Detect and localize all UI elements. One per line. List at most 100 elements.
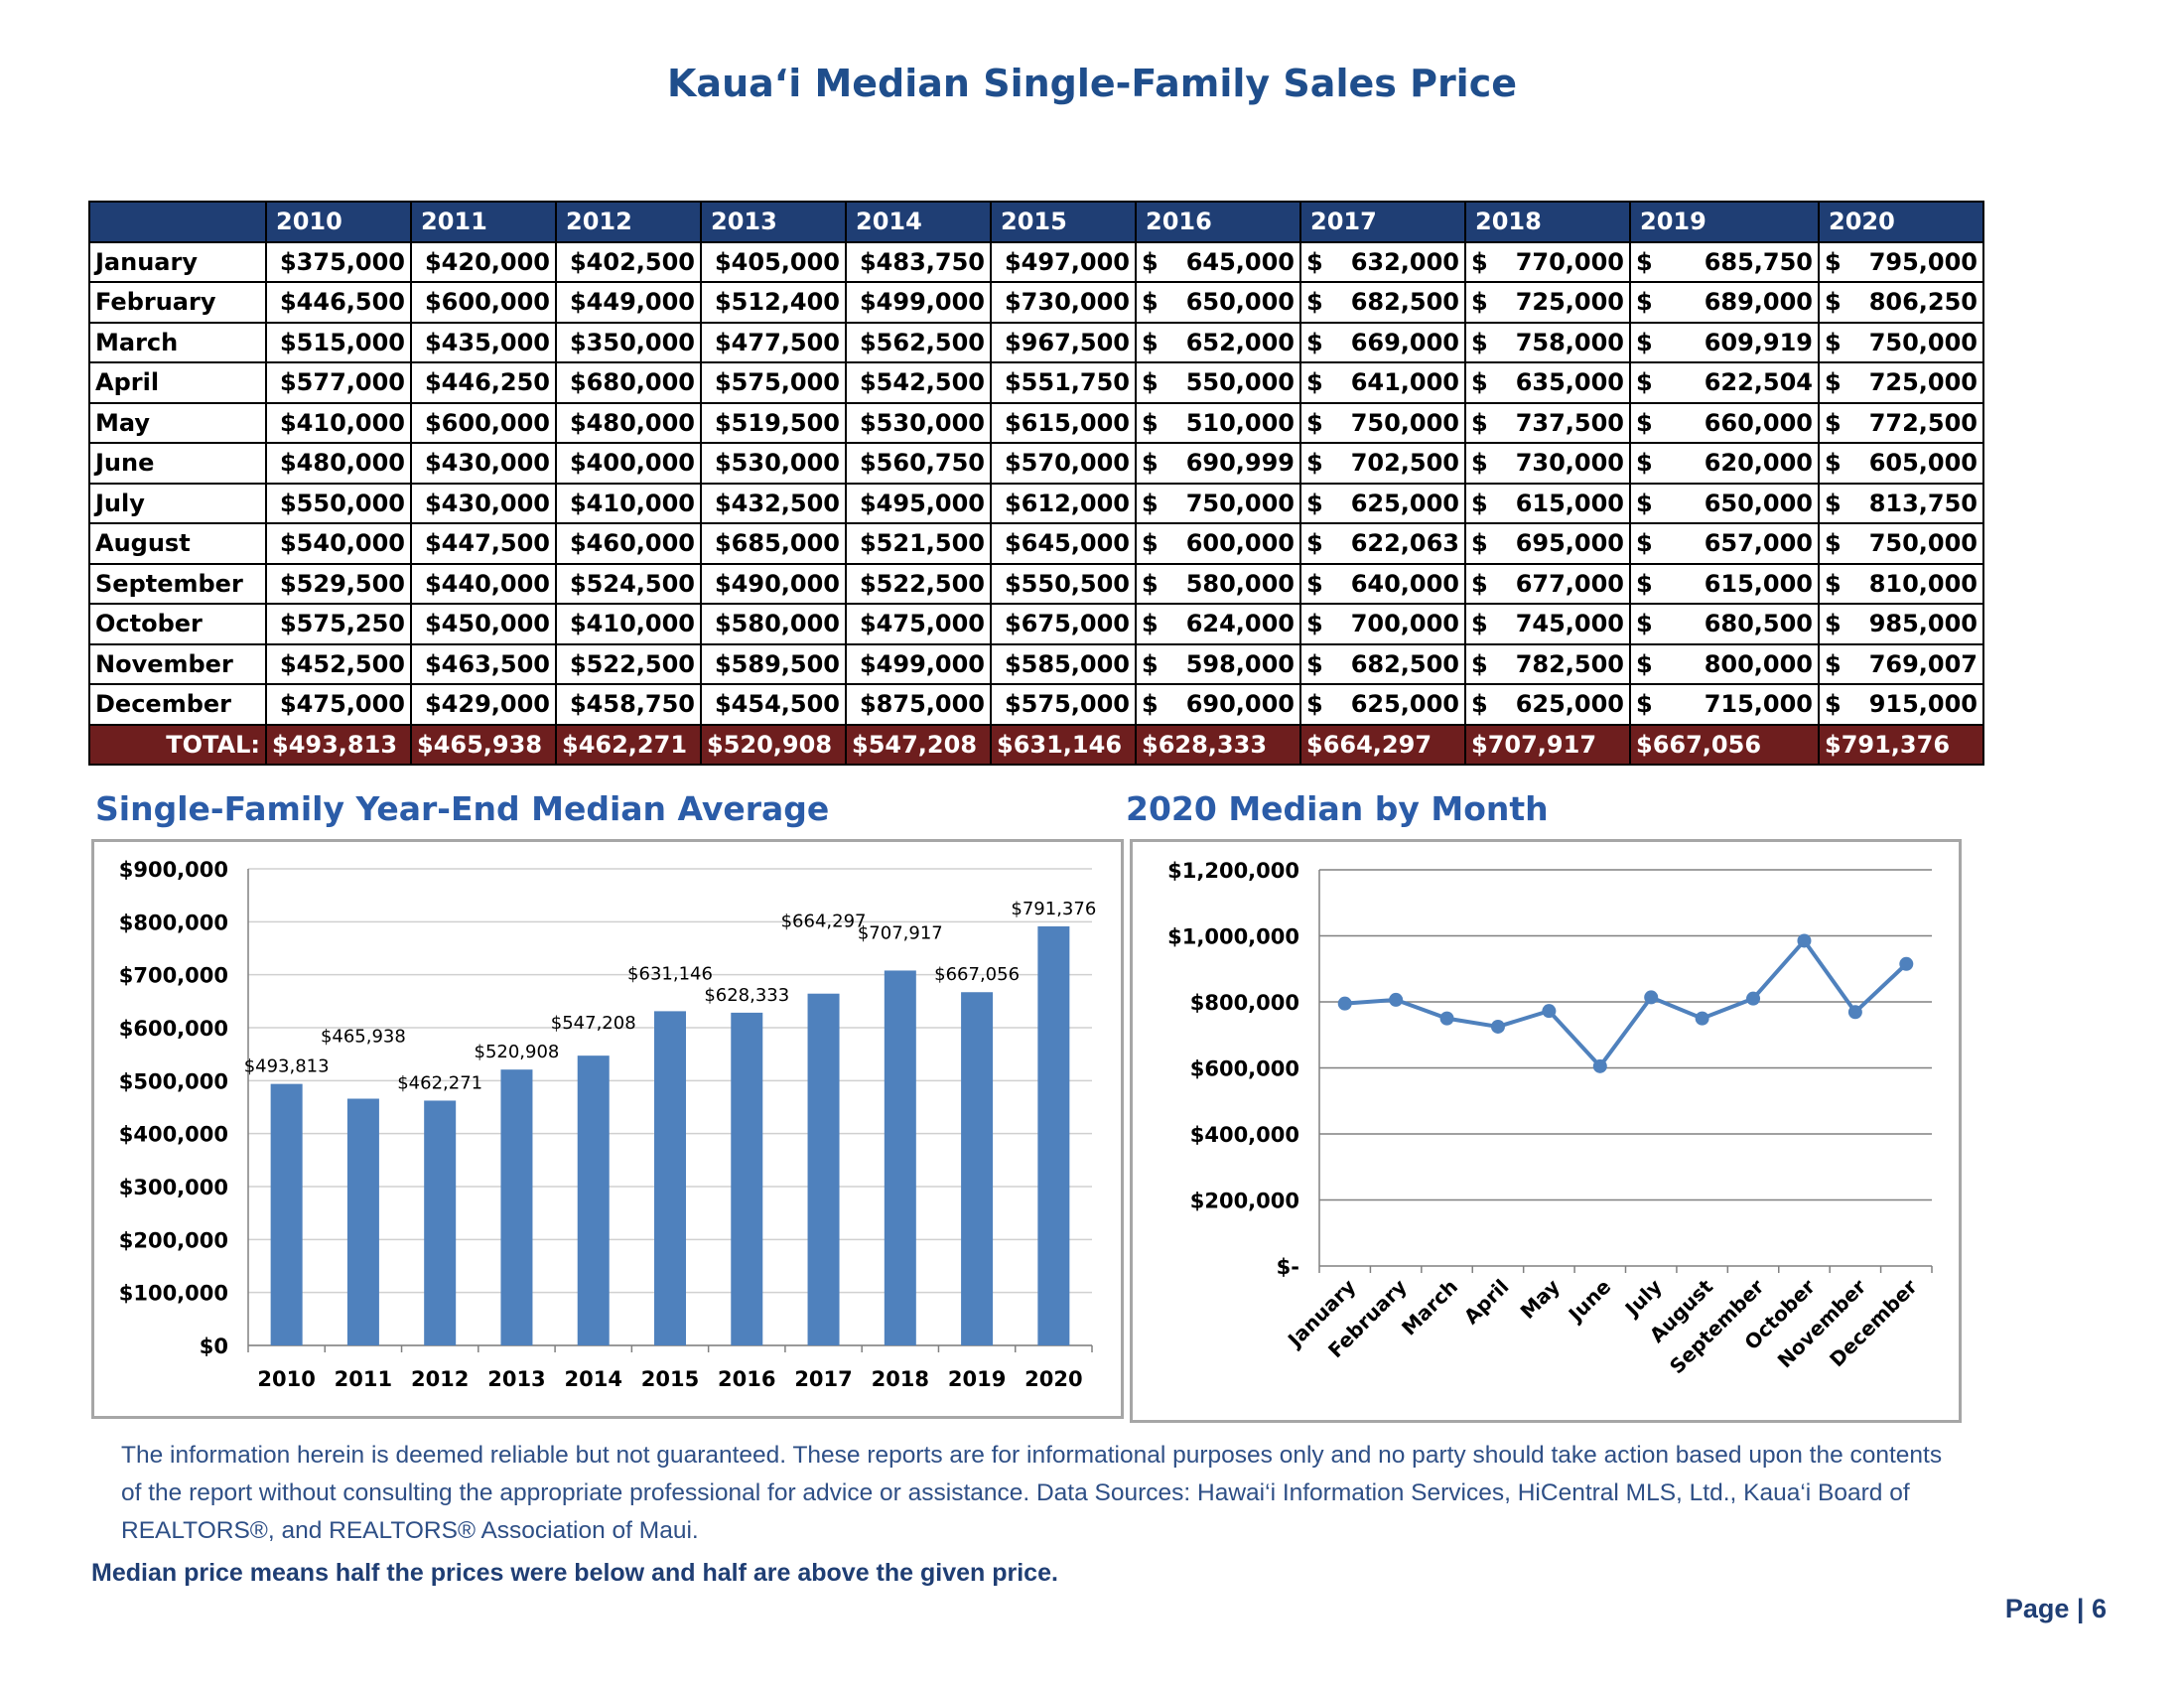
- currency-symbol: $: [1471, 368, 1488, 397]
- currency-symbol: $: [1471, 569, 1488, 598]
- currency-symbol: $: [1825, 529, 1842, 558]
- table-cell: $452,500: [265, 642, 412, 685]
- cell-value: 640,000: [1350, 569, 1459, 598]
- table-cell: $769,007: [1818, 642, 1984, 685]
- y-tick-label: $1,200,000: [1167, 859, 1299, 883]
- line-chart-frame: $- $200,000 $400,000 $600,000 $800,000 $1,000…: [1130, 839, 1962, 1423]
- x-tick-label: 2015: [641, 1367, 699, 1391]
- table-cell: $758,000: [1464, 321, 1631, 363]
- x-tick-label: March: [1397, 1275, 1462, 1340]
- data-point: [1389, 992, 1404, 1007]
- cell-value: 624,000: [1185, 610, 1295, 638]
- table-cell: $405,000: [700, 240, 847, 283]
- currency-symbol: $: [1142, 690, 1159, 719]
- table-cell: $680,500: [1629, 603, 1820, 645]
- month-label: June: [88, 442, 267, 485]
- table-row: September $529,500 $440,000 $524,500 $490,00…: [88, 562, 1984, 605]
- table-cell: $542,500: [845, 361, 992, 404]
- currency-symbol: $: [1636, 649, 1653, 678]
- table-cell: $682,500: [1299, 281, 1466, 324]
- y-tick-label: $1,000,000: [1167, 925, 1299, 949]
- table-cell: $463,500: [410, 642, 557, 685]
- cell-value: 625,000: [1515, 690, 1624, 719]
- bar: [424, 1100, 457, 1345]
- table-cell: $519,500: [700, 401, 847, 444]
- table-cell: $702,500: [1299, 442, 1466, 485]
- x-tick-label: 2018: [872, 1367, 929, 1391]
- table-cell: $640,000: [1299, 562, 1466, 605]
- currency-symbol: $: [1825, 489, 1842, 517]
- x-tick-label: April: [1459, 1275, 1514, 1330]
- cell-value: 772,500: [1868, 408, 1978, 437]
- table-cell: $429,000: [410, 683, 557, 726]
- table-cell: $435,000: [410, 321, 557, 363]
- table-cell: $447,500: [410, 522, 557, 565]
- header-year: 2014: [845, 201, 992, 243]
- cell-value: 795,000: [1868, 247, 1978, 276]
- data-point: [1644, 990, 1659, 1005]
- cell-value: 685,750: [1704, 247, 1813, 276]
- y-tick-label: $400,000: [119, 1123, 228, 1147]
- table-cell: $625,000: [1299, 482, 1466, 524]
- currency-symbol: $: [1825, 690, 1842, 719]
- cell-value: 600,000: [1185, 529, 1295, 558]
- table-cell: $483,750: [845, 240, 992, 283]
- data-label: $520,908: [475, 1042, 560, 1062]
- cell-value: 700,000: [1350, 610, 1459, 638]
- data-point: [1847, 1005, 1862, 1020]
- header-year: 2015: [990, 201, 1137, 243]
- data-point: [1490, 1019, 1505, 1034]
- month-label: January: [88, 240, 267, 283]
- bar: [731, 1012, 763, 1345]
- cell-value: 641,000: [1350, 368, 1459, 397]
- table-cell: $690,999: [1135, 442, 1301, 485]
- cell-value: 510,000: [1185, 408, 1295, 437]
- month-label: November: [88, 642, 267, 685]
- cell-value: 725,000: [1515, 288, 1624, 317]
- data-point: [1746, 991, 1761, 1006]
- cell-value: 650,000: [1185, 288, 1295, 317]
- currency-symbol: $: [1306, 610, 1323, 638]
- table-cell: $622,504: [1629, 361, 1820, 404]
- table-cell: $529,500: [265, 562, 412, 605]
- table-cell: $715,000: [1629, 683, 1820, 726]
- y-tick-label: $800,000: [119, 911, 228, 934]
- currency-symbol: $: [1825, 649, 1842, 678]
- bar: [577, 1055, 610, 1345]
- table-cell: $750,000: [1135, 482, 1301, 524]
- disclaimer-text: The information herein is deemed reliabl…: [121, 1442, 1943, 1544]
- data-label: $667,056: [934, 964, 1020, 985]
- currency-symbol: $: [1142, 649, 1159, 678]
- table-cell: $510,000: [1135, 401, 1301, 444]
- currency-symbol: $: [1471, 328, 1488, 356]
- x-tick-label: 2017: [794, 1367, 852, 1391]
- table-cell: $624,000: [1135, 603, 1301, 645]
- cell-value: 550,000: [1185, 368, 1295, 397]
- x-tick-label: 2012: [411, 1367, 469, 1391]
- bar: [654, 1011, 686, 1345]
- y-tick-label: $-: [1277, 1255, 1299, 1279]
- cell-value: 660,000: [1704, 408, 1813, 437]
- currency-symbol: $: [1471, 649, 1488, 678]
- currency-symbol: $: [1471, 449, 1488, 478]
- median-note: Median price means half the prices were …: [91, 1559, 1058, 1587]
- table-cell: $480,000: [265, 442, 412, 485]
- table-cell: $575,250: [265, 603, 412, 645]
- cell-value: 770,000: [1515, 247, 1624, 276]
- table-cell: $677,000: [1464, 562, 1631, 605]
- header-year: 2018: [1464, 201, 1631, 243]
- table-header-row: 2010 2011 2012 2013 2014 2015 2016 2017 …: [88, 201, 1984, 243]
- table-cell: $615,000: [990, 401, 1137, 444]
- table-cell: $449,000: [555, 281, 702, 324]
- currency-symbol: $: [1471, 690, 1488, 719]
- table-cell: $580,000: [1135, 562, 1301, 605]
- cell-value: 690,000: [1185, 690, 1295, 719]
- table-cell: $575,000: [700, 361, 847, 404]
- table-cell: $685,000: [700, 522, 847, 565]
- table-row: November $452,500 $463,500 $522,500 $589,500…: [88, 642, 1984, 685]
- currency-symbol: $: [1825, 449, 1842, 478]
- table-cell: $477,500: [700, 321, 847, 363]
- cell-value: 725,000: [1868, 368, 1978, 397]
- table-row: August $540,000 $447,500 $460,000 $685,000 $5…: [88, 522, 1984, 565]
- cell-value: 680,500: [1704, 610, 1813, 638]
